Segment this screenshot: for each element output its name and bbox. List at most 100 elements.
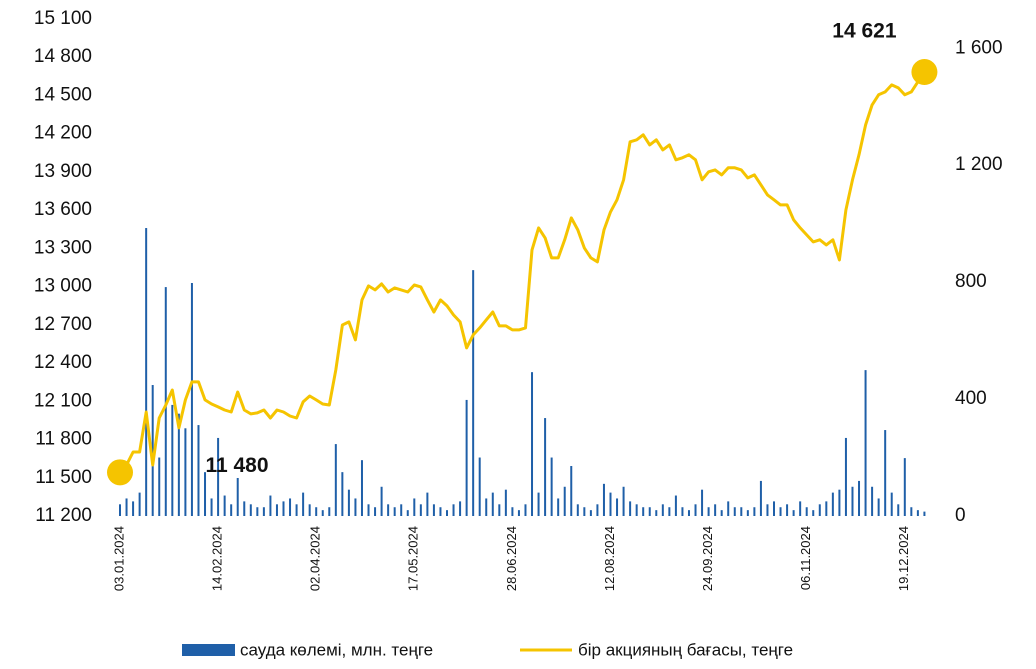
volume-bar <box>661 504 664 516</box>
volume-bar <box>262 507 265 516</box>
y-tick-label: 14 500 <box>34 84 92 105</box>
x-tick-label: 17.05.2024 <box>406 526 421 591</box>
volume-bar <box>629 501 632 516</box>
volume-bar <box>812 510 815 516</box>
volume-bar <box>759 480 762 516</box>
x-tick-label: 06.11.2024 <box>798 526 813 590</box>
volume-bar <box>890 492 893 516</box>
y2-tick-label: 0 <box>955 505 966 526</box>
volume-bar <box>897 504 900 516</box>
volume-bar <box>432 504 435 516</box>
volume-bar <box>635 504 638 516</box>
y-tick-label: 12 400 <box>34 352 92 373</box>
volume-bar <box>360 460 363 516</box>
volume-bar <box>851 486 854 516</box>
volume-bar <box>642 507 645 516</box>
volume-bar <box>197 425 200 516</box>
volume-bar <box>171 404 174 516</box>
volume-bar <box>570 466 573 516</box>
volume-bar <box>354 498 357 516</box>
volume-bar <box>374 507 377 516</box>
volume-bar <box>858 480 861 516</box>
volume-bar <box>459 501 462 516</box>
volume-bar <box>544 418 547 516</box>
volume-bar <box>190 282 193 516</box>
volume-bar <box>302 492 305 516</box>
volume-bar <box>406 510 409 516</box>
volume-bar <box>223 495 226 516</box>
volume-bar <box>289 498 292 516</box>
y-tick-label: 13 600 <box>34 199 92 220</box>
y-tick-label: 13 900 <box>34 161 92 182</box>
volume-bar <box>596 504 599 516</box>
volume-bar <box>334 444 337 516</box>
volume-bar <box>884 430 887 516</box>
y-tick-label: 15 100 <box>34 8 92 29</box>
volume-bar <box>184 428 187 516</box>
volume-bar <box>485 498 488 516</box>
volume-bar <box>524 504 527 516</box>
y-tick-label: 12 700 <box>34 314 92 335</box>
volume-bar <box>210 498 213 516</box>
volume-bar <box>576 504 579 516</box>
volume-bar <box>177 413 180 516</box>
volume-bar <box>720 510 723 516</box>
volume-bar <box>400 504 403 516</box>
volume-bar <box>805 507 808 516</box>
volume-bar <box>799 501 802 516</box>
x-tick-label: 28.06.2024 <box>504 526 519 591</box>
volume-bar <box>282 501 285 516</box>
volume-bar <box>217 437 220 516</box>
volume-bar <box>426 492 429 516</box>
y2-tick-label: 1 200 <box>955 154 1003 175</box>
volume-bar <box>419 504 422 516</box>
y2-tick-label: 400 <box>955 388 987 409</box>
volume-bar <box>275 504 278 516</box>
x-tick-label: 14.02.2024 <box>210 526 225 591</box>
volume-bar <box>341 472 344 516</box>
volume-bar <box>256 507 259 516</box>
y-tick-label: 14 200 <box>34 123 92 144</box>
legend-label: сауда көлемі, млн. теңге <box>240 640 433 659</box>
volume-bar <box>687 510 690 516</box>
volume-bar <box>295 504 298 516</box>
volume-bar <box>491 492 494 516</box>
volume-bar <box>818 504 821 516</box>
volume-bar <box>498 504 501 516</box>
volume-bar <box>132 501 135 516</box>
volume-bar <box>537 492 540 516</box>
volume-bar <box>472 270 475 516</box>
price-line <box>118 78 925 481</box>
y2-tick-label: 1 600 <box>955 37 1003 58</box>
volume-bar <box>707 507 710 516</box>
volume-bar <box>681 507 684 516</box>
volume-bar <box>609 492 612 516</box>
volume-bar <box>478 457 481 516</box>
volume-bar <box>903 458 906 516</box>
x-tick-label: 19.12.2024 <box>896 526 911 591</box>
volume-bar <box>531 372 534 516</box>
x-tick-label: 12.08.2024 <box>602 526 617 591</box>
volume-bar <box>321 510 324 516</box>
legend-swatch <box>182 644 235 656</box>
volume-bar <box>550 457 553 516</box>
end-dot <box>911 59 938 86</box>
volume-bar <box>746 510 749 516</box>
volume-bar <box>393 507 396 516</box>
price-annotation: 14 621 <box>832 20 897 43</box>
y-tick-label: 11 200 <box>35 505 92 526</box>
x-tick-label: 24.09.2024 <box>700 526 715 591</box>
volume-bar <box>674 495 677 516</box>
volume-bar <box>701 489 704 516</box>
volume-bar <box>668 507 671 516</box>
volume-bar <box>446 510 448 516</box>
volume-bar <box>119 504 121 516</box>
volume-bar <box>230 504 233 516</box>
volume-bar <box>740 507 743 516</box>
volume-bar <box>269 495 272 516</box>
volume-bar <box>380 486 383 516</box>
volume-bar <box>773 501 775 516</box>
volume-bar <box>439 507 442 516</box>
volume-bar <box>315 507 318 516</box>
